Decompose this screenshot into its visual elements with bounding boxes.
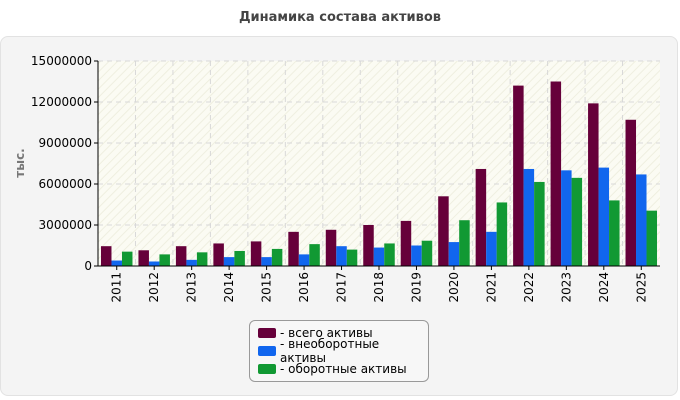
x-tick-label: 2022	[522, 272, 536, 303]
bar	[261, 257, 272, 266]
bar	[196, 252, 208, 266]
x-ticks: 2011 2012 2013 2014 2015 2016 2017 2018 2019 2020…	[110, 272, 649, 303]
bar	[148, 261, 160, 266]
bar	[421, 240, 433, 266]
x-tick-label: 2015	[260, 272, 274, 303]
bar	[336, 246, 347, 266]
grid	[98, 60, 660, 266]
y-tick-label: 15000000	[31, 54, 92, 68]
bar	[298, 254, 310, 266]
legend: - всего активы - внеоборотные активы - обо…	[249, 320, 429, 382]
bar	[438, 196, 449, 266]
x-tick-label: 2017	[335, 272, 349, 303]
bar	[309, 244, 320, 266]
bar	[138, 250, 149, 266]
bar	[288, 231, 299, 266]
legend-label: - всего активы	[280, 326, 373, 340]
bar	[159, 254, 170, 266]
axes	[94, 60, 660, 270]
x-tick-label: 2011	[110, 272, 124, 303]
bar	[325, 229, 337, 266]
bar	[459, 220, 470, 266]
x-tick-label: 2016	[297, 272, 311, 303]
bar	[121, 251, 133, 266]
bar	[384, 243, 395, 266]
legend-item: - всего активы	[258, 324, 428, 342]
bar	[400, 220, 412, 266]
bar	[636, 174, 647, 266]
bar	[346, 249, 358, 266]
legend-label: - внеоборотные активы	[280, 337, 380, 365]
bars	[100, 81, 658, 267]
bar	[609, 200, 620, 266]
bar	[646, 210, 658, 266]
x-tick-label: 2018	[372, 272, 386, 303]
bar	[111, 260, 122, 266]
bar	[523, 168, 535, 266]
bar	[475, 168, 487, 266]
x-tick-label: 2013	[185, 272, 199, 303]
bar	[213, 243, 224, 266]
x-tick-label: 2019	[409, 272, 423, 303]
bar	[100, 246, 112, 266]
y-tick-label: 3000000	[39, 218, 92, 232]
bar	[486, 231, 497, 266]
bar	[571, 177, 583, 266]
x-tick-label: 2012	[147, 272, 161, 303]
legend-swatch	[258, 328, 276, 338]
bar	[513, 85, 524, 266]
y-tick-label: 12000000	[31, 95, 92, 109]
x-tick-label: 2020	[447, 272, 461, 303]
bar	[550, 81, 562, 266]
legend-item: - внеоборотные активы	[258, 337, 428, 365]
bar	[175, 246, 187, 266]
x-tick-label: 2025	[634, 272, 648, 303]
bar	[448, 242, 460, 266]
bar	[588, 103, 599, 266]
legend-swatch	[258, 364, 276, 374]
x-tick-label: 2014	[222, 272, 236, 303]
x-tick-label: 2023	[559, 272, 573, 303]
legend-swatch	[258, 346, 276, 356]
legend-item: - оборотные активы	[258, 360, 428, 378]
y-tick-label: 0	[84, 259, 92, 273]
bar	[598, 167, 610, 266]
x-tick-label: 2024	[597, 272, 611, 303]
bar	[411, 245, 422, 266]
bar	[496, 202, 508, 266]
bar	[363, 225, 374, 266]
y-tick-label: 6000000	[39, 177, 92, 191]
bar	[234, 250, 245, 266]
bar	[561, 170, 572, 266]
y-axis-label: тыс.	[13, 148, 27, 177]
y-ticks: 0 3000000 6000000 9000000 12000000 15000000	[31, 54, 92, 273]
bar	[534, 181, 545, 266]
y-tick-label: 9000000	[39, 136, 92, 150]
bar	[250, 241, 262, 266]
bar	[223, 257, 235, 266]
x-tick-label: 2021	[484, 272, 498, 303]
chart-title: Динамика состава активов	[238, 10, 442, 25]
bar	[625, 119, 637, 267]
bar	[271, 248, 283, 266]
bar	[186, 259, 197, 266]
bar	[373, 247, 385, 266]
legend-label: - оборотные активы	[280, 362, 407, 376]
